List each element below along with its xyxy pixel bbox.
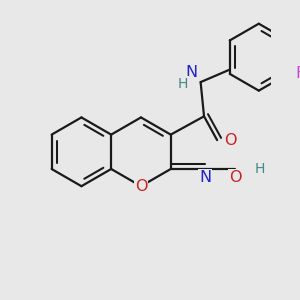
- Text: O: O: [229, 170, 241, 185]
- Text: O: O: [135, 179, 147, 194]
- Text: N: N: [199, 170, 211, 185]
- Text: F: F: [295, 66, 300, 81]
- Text: H: H: [255, 162, 265, 176]
- Text: H: H: [178, 77, 188, 91]
- Text: O: O: [224, 133, 237, 148]
- Text: N: N: [186, 65, 198, 80]
